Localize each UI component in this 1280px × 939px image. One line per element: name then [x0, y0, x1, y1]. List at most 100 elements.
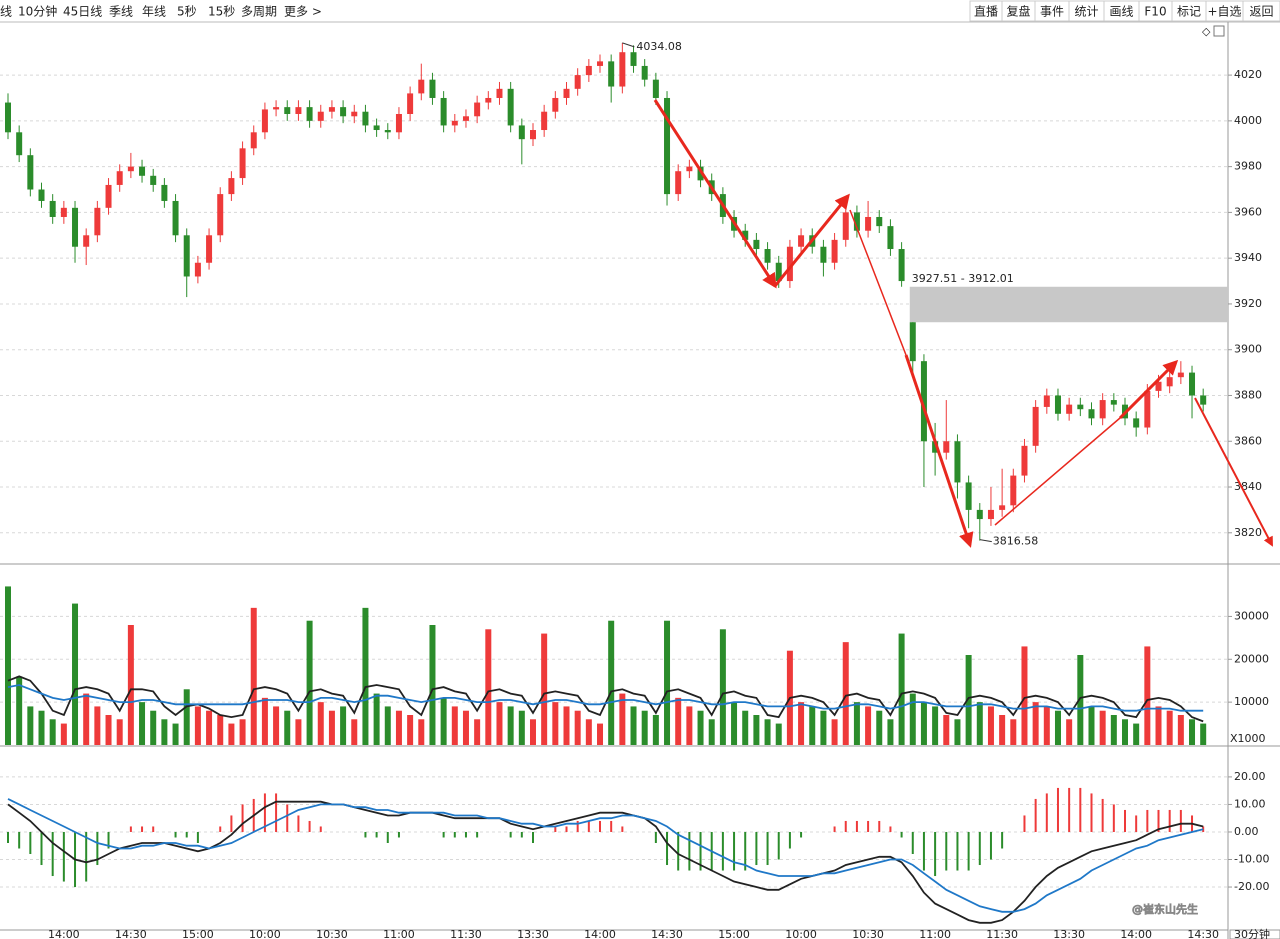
volume-bar: [597, 723, 604, 745]
volume-bar: [619, 693, 626, 745]
toolbar-button-label[interactable]: 画线: [1109, 5, 1133, 19]
candle-body: [1088, 409, 1095, 419]
x-tick-label: 10:00: [249, 928, 281, 939]
candle-body: [842, 212, 849, 240]
toolbar-button-label[interactable]: +自选: [1207, 5, 1241, 19]
candle-body: [139, 166, 146, 176]
macd-line: [7, 800, 1204, 924]
x-tick-label: 13:30: [517, 928, 549, 939]
candle-body: [351, 111, 358, 117]
y-tick-label: 10000: [1234, 695, 1269, 708]
volume-bar: [217, 715, 224, 745]
toolbar-item[interactable]: 15秒: [208, 5, 235, 19]
watermark: @崔东山先生: [1132, 902, 1198, 916]
volume-bar: [753, 715, 760, 745]
toolbar-button-label[interactable]: 事件: [1040, 5, 1064, 19]
y-tick-label: 10.00: [1234, 797, 1266, 810]
volume-bar: [876, 710, 883, 745]
volume-bar: [72, 603, 79, 745]
toolbar-item[interactable]: 更多 >: [284, 5, 322, 19]
y-tick-label: 3900: [1234, 343, 1262, 356]
y-tick-label: 20.00: [1234, 770, 1266, 783]
volume-bar: [742, 710, 749, 745]
volume-bar: [563, 706, 570, 745]
diamond-icon[interactable]: ◇: [1202, 25, 1211, 38]
candle-body: [1010, 475, 1017, 506]
toolbar-item[interactable]: 多周期: [241, 5, 277, 19]
candle-body: [753, 239, 760, 250]
volume-bar: [317, 702, 324, 745]
volume-bar: [250, 607, 257, 745]
toolbar-button[interactable]: [1242, 0, 1280, 22]
volume-bar: [932, 706, 939, 745]
candle-body: [507, 88, 514, 126]
volume-bar: [228, 723, 235, 745]
volume-bar: [608, 620, 615, 745]
candle-body: [641, 65, 648, 80]
volume-bar: [474, 719, 481, 745]
x-tick-label: 10:00: [785, 928, 817, 939]
volume-bar: [1088, 706, 1095, 745]
candle-body: [853, 212, 860, 231]
volume-bar: [49, 719, 56, 745]
candle-body: [697, 166, 704, 181]
toolbar-item[interactable]: 年线: [142, 5, 166, 19]
candle-body: [664, 97, 671, 195]
candle-body: [619, 52, 626, 87]
candle-body: [965, 482, 972, 510]
x-tick-label: 11:30: [986, 928, 1018, 939]
volume-bar: [1189, 719, 1196, 745]
toolbar-item[interactable]: 45日线: [63, 5, 102, 19]
volume-bar: [507, 706, 514, 745]
volume-bar: [328, 710, 335, 745]
volume-bar: [462, 710, 469, 745]
toolbar-button-label[interactable]: 返回: [1249, 5, 1273, 19]
volume-bar: [273, 706, 280, 745]
volume-bar: [798, 702, 805, 745]
toolbar-button-label[interactable]: 标记: [1177, 5, 1201, 19]
volume-bar: [842, 642, 849, 745]
candle-body: [384, 130, 391, 133]
max-label: 4034.08: [636, 40, 682, 53]
volume-bar: [261, 697, 268, 745]
volume-bar: [485, 629, 492, 745]
candle-body: [1043, 395, 1050, 407]
candle-body: [831, 239, 838, 263]
panel-icon[interactable]: [1213, 25, 1225, 37]
toolbar-item[interactable]: 季线: [109, 5, 133, 19]
candle-body: [194, 262, 201, 277]
volume-bar: [105, 715, 112, 745]
period-box: [1229, 929, 1280, 939]
candle-body: [228, 178, 235, 195]
toolbar-button-label[interactable]: 统计: [1074, 5, 1098, 19]
candle-body: [284, 107, 291, 114]
trend-arrow: [773, 193, 850, 287]
volume-bar: [976, 702, 983, 745]
trend-arrow: [653, 99, 777, 289]
candle-body: [742, 230, 749, 240]
toolbar-item[interactable]: 5秒: [177, 5, 197, 19]
toolbar-item[interactable]: 10分钟: [18, 4, 57, 19]
candle-body: [987, 509, 994, 520]
volume-bar: [306, 620, 313, 745]
volume-bar: [887, 719, 894, 745]
candle-body: [328, 107, 335, 112]
toolbar-button-label[interactable]: 复盘: [1006, 4, 1030, 19]
toolbar-button-label[interactable]: 直播: [974, 5, 998, 19]
toolbar-button-label[interactable]: F10: [1144, 5, 1166, 19]
volume-bar: [295, 719, 302, 745]
period-label: 30分钟: [1234, 927, 1270, 939]
toolbar-item[interactable]: 线: [0, 5, 12, 19]
volume-bar: [574, 710, 581, 745]
volume-bar: [552, 702, 559, 745]
volume-bar: [831, 719, 838, 745]
candle-body: [909, 322, 916, 362]
volume-ma-line: [7, 684, 1204, 712]
candle-body: [395, 113, 402, 133]
min-pointer: [979, 539, 992, 543]
volume-bar: [585, 719, 592, 745]
candle-body: [496, 88, 503, 98]
candle-body: [786, 246, 793, 282]
volume-bar: [496, 702, 503, 745]
volume-bar: [5, 586, 11, 745]
